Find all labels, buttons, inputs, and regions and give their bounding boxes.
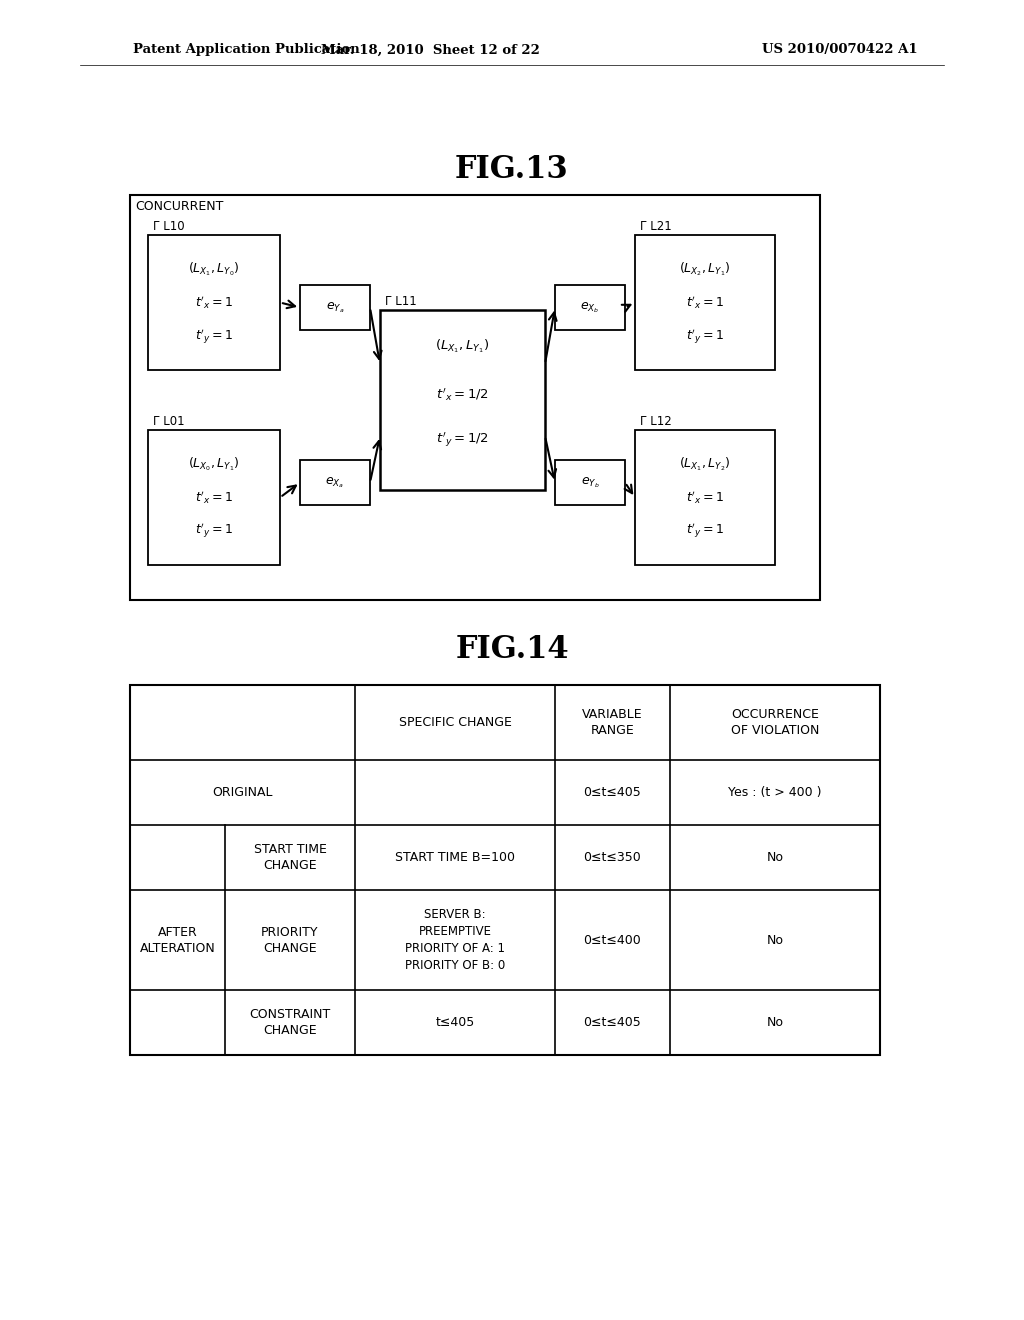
Text: ORIGINAL: ORIGINAL [212, 785, 272, 799]
Text: AFTER
ALTERATION: AFTER ALTERATION [139, 925, 215, 954]
Text: Γ L11: Γ L11 [385, 294, 417, 308]
Bar [130, 685, 880, 1055]
Bar [635, 235, 775, 370]
Text: $t'_y=1$: $t'_y=1$ [195, 327, 233, 346]
Bar [300, 285, 370, 330]
Text: 0≤t≤405: 0≤t≤405 [584, 1016, 641, 1030]
Text: $t'_x=1$: $t'_x=1$ [195, 294, 233, 310]
Bar [300, 459, 370, 506]
Text: $(L_{X_1}, L_{Y_0})$: $(L_{X_1}, L_{Y_0})$ [188, 260, 240, 277]
Bar [130, 195, 820, 601]
Text: $t'_x=1$: $t'_x=1$ [195, 490, 233, 506]
Text: $t'_y=1/2$: $t'_y=1/2$ [436, 430, 488, 449]
Text: $t'_x=1$: $t'_x=1$ [686, 294, 724, 310]
Text: US 2010/0070422 A1: US 2010/0070422 A1 [762, 44, 918, 57]
Text: Γ L21: Γ L21 [640, 220, 672, 234]
Text: t≤405: t≤405 [435, 1016, 475, 1030]
Text: 0≤t≤400: 0≤t≤400 [584, 933, 641, 946]
Text: CONCURRENT: CONCURRENT [135, 201, 223, 213]
Text: Γ L01: Γ L01 [153, 414, 184, 428]
Text: $e_{X_b}$: $e_{X_b}$ [581, 300, 600, 314]
Bar [555, 285, 625, 330]
Text: $t'_y=1$: $t'_y=1$ [686, 521, 724, 540]
Text: FIG.14: FIG.14 [456, 635, 568, 665]
Text: PRIORITY
CHANGE: PRIORITY CHANGE [261, 925, 318, 954]
Text: $t'_y=1$: $t'_y=1$ [195, 521, 233, 540]
Text: No: No [767, 851, 783, 865]
Bar [148, 235, 280, 370]
Text: FIG.13: FIG.13 [455, 154, 569, 186]
Text: $(L_{X_0}, L_{Y_1})$: $(L_{X_0}, L_{Y_1})$ [188, 455, 240, 473]
Text: Mar. 18, 2010  Sheet 12 of 22: Mar. 18, 2010 Sheet 12 of 22 [321, 44, 540, 57]
Text: Γ L10: Γ L10 [153, 220, 184, 234]
Text: OCCURRENCE
OF VIOLATION: OCCURRENCE OF VIOLATION [731, 708, 819, 737]
Text: SPECIFIC CHANGE: SPECIFIC CHANGE [398, 715, 511, 729]
Text: Γ L12: Γ L12 [640, 414, 672, 428]
Bar [555, 459, 625, 506]
Text: Patent Application Publication: Patent Application Publication [133, 44, 359, 57]
Text: $e_{Y_a}$: $e_{Y_a}$ [326, 300, 344, 314]
Text: $t'_y=1$: $t'_y=1$ [686, 327, 724, 346]
Text: 0≤t≤350: 0≤t≤350 [584, 851, 641, 865]
Text: START TIME B=100: START TIME B=100 [395, 851, 515, 865]
Text: $t'_x=1$: $t'_x=1$ [686, 490, 724, 506]
Text: $(L_{X_2}, L_{Y_1})$: $(L_{X_2}, L_{Y_1})$ [679, 260, 731, 277]
Text: SERVER B:
PREEMPTIVE
PRIORITY OF A: 1
PRIORITY OF B: 0: SERVER B: PREEMPTIVE PRIORITY OF A: 1 PR… [404, 908, 505, 972]
Text: $(L_{X_1}, L_{Y_1})$: $(L_{X_1}, L_{Y_1})$ [435, 337, 489, 355]
Text: $e_{X_a}$: $e_{X_a}$ [326, 475, 344, 490]
Text: 0≤t≤405: 0≤t≤405 [584, 785, 641, 799]
Bar [635, 430, 775, 565]
Text: $(L_{X_1}, L_{Y_2})$: $(L_{X_1}, L_{Y_2})$ [679, 455, 731, 473]
Bar [380, 310, 545, 490]
Text: START TIME
CHANGE: START TIME CHANGE [254, 843, 327, 873]
Text: No: No [767, 1016, 783, 1030]
Text: CONSTRAINT
CHANGE: CONSTRAINT CHANGE [250, 1008, 331, 1038]
Text: $t'_x=1/2$: $t'_x=1/2$ [436, 387, 488, 403]
Text: Yes : (t > 400 ): Yes : (t > 400 ) [728, 785, 821, 799]
Bar [148, 430, 280, 565]
Text: $e_{Y_b}$: $e_{Y_b}$ [581, 475, 599, 490]
Text: No: No [767, 933, 783, 946]
Text: VARIABLE
RANGE: VARIABLE RANGE [583, 708, 643, 737]
